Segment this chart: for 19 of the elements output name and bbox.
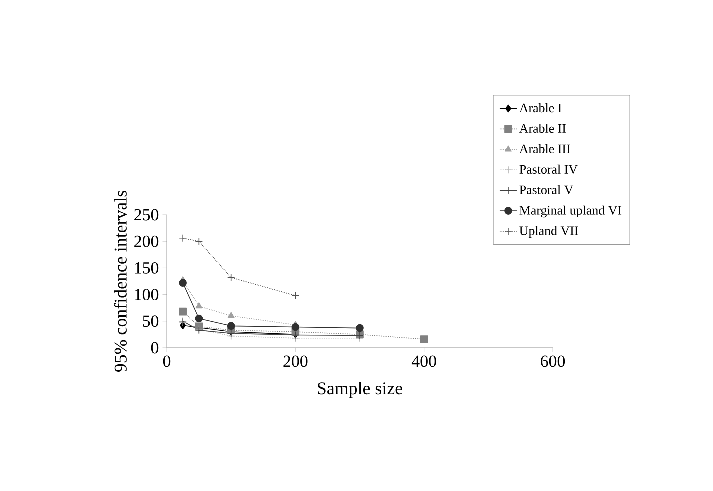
- y-axis-title: 95% confidence intervals: [114, 191, 127, 372]
- legend-label: Arable I: [520, 103, 562, 113]
- y-tick-label: 50: [143, 316, 159, 328]
- y-tick-label: 0: [151, 342, 159, 354]
- legend-label: Pastoral V: [520, 185, 574, 195]
- x-tick-label: 200: [284, 356, 308, 368]
- legend-label: Marginal upland VI: [520, 206, 622, 218]
- legend-label: Upland VII: [520, 226, 578, 238]
- x-axis-title: Sample size: [318, 382, 402, 398]
- y-tick-label: 250: [134, 209, 159, 221]
- legend-label: Arable III: [520, 144, 570, 154]
- legend-label: Arable II: [520, 124, 566, 134]
- legend-label: Pastoral IV: [520, 164, 578, 174]
- y-tick-label: 200: [134, 236, 159, 248]
- x-tick-label: 0: [163, 356, 171, 368]
- y-tick-label: 150: [135, 262, 159, 274]
- x-tick-label: 400: [412, 356, 436, 368]
- y-tick-label: 100: [135, 289, 159, 301]
- x-tick-label: 600: [541, 356, 566, 368]
